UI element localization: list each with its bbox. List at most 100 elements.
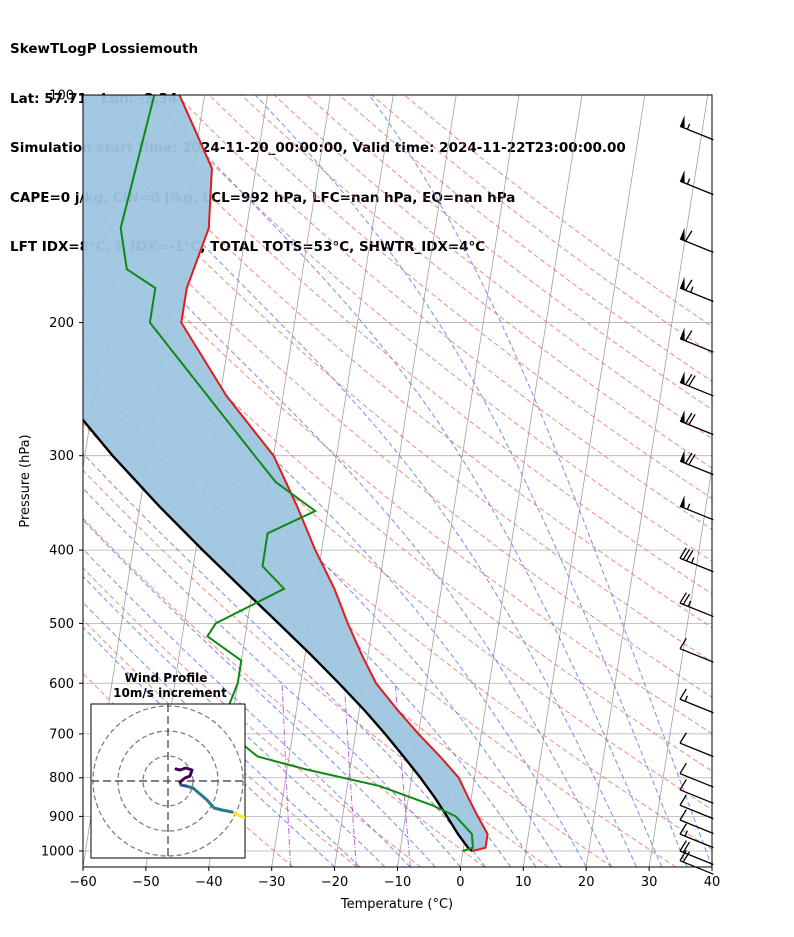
barb-flag [685, 550, 694, 562]
moist-adiabat [368, 95, 712, 867]
wind-barb [679, 547, 714, 573]
x-tick-label: −10 [384, 875, 411, 890]
barb-shaft [679, 125, 714, 141]
y-tick-label: 100 [49, 89, 74, 104]
wind-barb [679, 592, 714, 618]
dry-adiabat [306, 95, 712, 411]
wind-barb [679, 762, 714, 788]
wind-barb [679, 809, 714, 835]
wind-barb [679, 688, 714, 714]
profile-lines [83, 95, 489, 852]
barb-flag [679, 637, 687, 650]
barb-flag [685, 230, 693, 242]
hodograph-trace [230, 810, 245, 819]
moist-adiabat [83, 263, 587, 867]
moist-adiabat [83, 626, 335, 867]
barb-flag [679, 823, 687, 835]
barb-shaft [679, 180, 714, 196]
barb-flag [682, 593, 691, 605]
hodograph-title: Wind Profile [125, 671, 208, 685]
barb-flag [685, 452, 693, 464]
wind-barb [679, 794, 714, 820]
x-tick-label: 30 [641, 875, 658, 890]
x-tick-label: 10 [515, 875, 532, 890]
moist-adiabat [83, 548, 411, 867]
barb-pennant [680, 276, 685, 290]
x-tick-label: 40 [704, 875, 721, 890]
barb-pennant [680, 227, 685, 241]
dry-adiabat [241, 95, 712, 469]
barb-shaft [679, 381, 714, 397]
mixing-ratio-line [281, 683, 292, 867]
dry-adiabat [83, 98, 712, 629]
wind-barb [679, 227, 714, 253]
barb-flag [688, 375, 696, 387]
dry-adiabat [83, 211, 712, 735]
barb-shaft [679, 420, 714, 436]
dry-adiabat [110, 95, 712, 595]
barb-flag [682, 548, 691, 560]
y-tick-label: 500 [49, 617, 74, 632]
wind-barb [679, 495, 714, 521]
barb-pennant [680, 115, 685, 129]
moist-adiabat [148, 95, 663, 867]
barb-half-flag [686, 503, 691, 510]
barb-flag [682, 851, 691, 863]
barb-flag [679, 592, 687, 604]
barb-shaft [679, 602, 714, 618]
barb-shaft [679, 557, 714, 573]
dry-adiabat [273, 95, 712, 440]
barb-shaft [679, 850, 714, 866]
barb-flag [679, 779, 687, 791]
moist-adiabat [83, 601, 361, 867]
barb-shaft [679, 460, 714, 476]
barb-shaft [679, 238, 714, 253]
wind-barb [679, 450, 714, 476]
x-tick-label: −40 [195, 875, 222, 890]
dry-adiabat [83, 619, 358, 867]
isotherm--80 [0, 95, 79, 867]
barb-flag [679, 762, 687, 774]
temperature-line [178, 95, 489, 852]
barb-half-flag [690, 286, 694, 293]
dry-adiabat [83, 173, 712, 698]
mixing-ratio-line [343, 683, 357, 867]
x-tick-label: −30 [258, 875, 285, 890]
y-tick-label: 800 [49, 771, 74, 786]
y-tick-label: 600 [49, 677, 74, 692]
barb-flag [682, 841, 691, 853]
wind-barb [679, 115, 714, 141]
isotherm--20 [334, 95, 457, 867]
barb-half-flag [684, 695, 688, 702]
wind-barb [679, 371, 714, 397]
wind-barb [679, 327, 714, 353]
y-tick-label: 700 [49, 727, 74, 742]
moist-adiabat [254, 95, 688, 867]
barb-flag [679, 809, 687, 821]
wind-barb [679, 276, 714, 303]
dry-adiabat [83, 251, 712, 772]
wind-barbs [679, 115, 714, 875]
barb-flag [688, 453, 696, 466]
barb-pennant [680, 371, 685, 385]
dry-adiabat [176, 95, 712, 531]
dry-adiabat [208, 95, 712, 500]
barb-flag [679, 849, 687, 862]
isotherm--30 [271, 95, 394, 867]
axes: −60 −50 −40 −30 −20 −10 0 10 20 30 40 100 200 300 400 5… [41, 89, 720, 891]
dry-adiabat [83, 567, 422, 867]
x-tick-label: 0 [456, 875, 464, 890]
barb-pennant [680, 170, 685, 183]
y-tick-label: 900 [49, 810, 74, 825]
hodograph-plot [91, 704, 245, 858]
barb-flag [679, 732, 687, 744]
x-axis-label: Temperature (°C) [340, 897, 453, 912]
chart-title: SkewTLogP Lossiemouth [10, 41, 199, 57]
barb-flag [688, 413, 696, 426]
wind-profile-hodograph: Wind Profile 10m/s increment [90, 671, 246, 859]
barb-flag [679, 840, 687, 852]
barb-shaft [679, 789, 714, 804]
wind-barb [679, 410, 714, 436]
x-tick-label: −50 [132, 875, 159, 890]
